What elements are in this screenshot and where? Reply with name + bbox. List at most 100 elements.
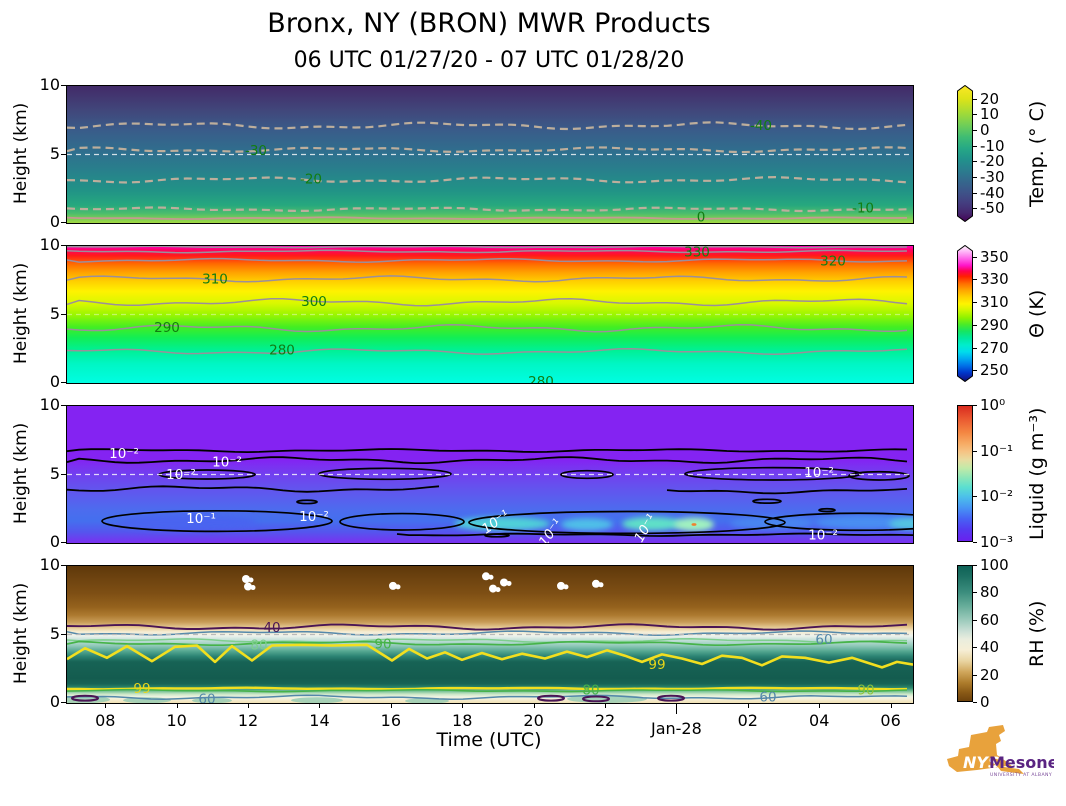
x-tick-label: 10 — [166, 711, 187, 730]
colorbar-tick-label: 250 — [980, 361, 1009, 380]
colorbar-tick-mark — [973, 674, 977, 676]
x-tick-mark — [890, 703, 892, 708]
x-tick-label: Jan-28 — [650, 719, 702, 738]
x-tick-mark — [248, 703, 250, 708]
contour-label: 290 — [154, 320, 180, 336]
colorbar-tick-label: 100 — [980, 556, 1009, 574]
contour-label: 330 — [684, 246, 710, 261]
colorbar-axis-label: Temp. (° C) — [1026, 100, 1048, 208]
y-tick-mark — [61, 405, 66, 406]
y-tick-label: 10 — [39, 395, 60, 414]
colorbar-tick-label: 20 — [980, 665, 1000, 684]
colorbar-tick-label: 10 — [980, 105, 1000, 124]
x-tick-mark — [533, 703, 535, 708]
colorbar-tick-label: -40 — [980, 183, 1005, 202]
x-tick-mark — [747, 703, 749, 708]
x-tick-mark — [390, 703, 392, 708]
colorbar-tick-mark — [973, 302, 977, 304]
y-tick-mark — [61, 153, 66, 155]
logo-mesonet-text: Mesonet — [989, 753, 1054, 772]
x-tick-mark — [605, 703, 606, 708]
x-tick-mark — [176, 703, 178, 708]
x-tick-label: 14 — [309, 711, 330, 730]
x-tick-label: 18 — [452, 711, 473, 730]
x-tick-mark — [819, 703, 821, 708]
colorbar-tick-label: -50 — [980, 199, 1005, 218]
colorbar-tick-label: 40 — [980, 638, 1000, 657]
contour-label: 90 — [374, 637, 391, 653]
y-tick-label: 0 — [49, 212, 60, 231]
theta-contours: 310 300 290 280 330 320 280 — [67, 246, 913, 383]
colorbar-tick-mark — [973, 542, 977, 543]
y-tick-label: 5 — [49, 623, 60, 643]
y-tick-mark — [61, 382, 66, 383]
contour-label: 280 — [528, 374, 554, 383]
colorbar-tick-mark — [973, 405, 977, 406]
colorbar-axis-label: RH (%) — [1026, 600, 1048, 668]
contour-label: 320 — [820, 254, 846, 270]
x-tick-label: 12 — [237, 711, 259, 730]
contour-label: 10⁻² — [804, 465, 834, 481]
x-tick-mark — [105, 703, 107, 708]
contour-label: 280 — [269, 343, 295, 359]
x-tick-label: 02 — [737, 711, 758, 730]
colorbar-tick-mark — [973, 347, 977, 349]
colorbar-tick-mark — [973, 619, 977, 621]
y-tick-mark — [61, 565, 66, 566]
contour-label: -20 — [300, 172, 322, 188]
theta-heatmap — [67, 246, 913, 383]
contour-label: 10⁻² — [299, 509, 329, 525]
colorbar-tick-label: 10⁰ — [980, 396, 1006, 414]
colorbar-tick-label: -20 — [980, 152, 1005, 171]
liquid-contours: 10⁻²10⁻²10⁻²10⁻¹ 10⁻² 10⁻¹ 10⁻¹ 10⁻¹10⁻²10⁻² — [67, 446, 913, 543]
colorbar-temperature — [957, 85, 973, 222]
contour-label: -10 — [852, 200, 874, 216]
panel-temperature: -40 -30 -20 -10 0 — [66, 85, 914, 224]
colorbar-tick-mark — [973, 702, 977, 703]
figure-subtitle: 06 UTC 01/27/20 - 07 UTC 01/28/20 — [293, 48, 685, 73]
y-tick-mark — [61, 313, 66, 315]
colorbar-tick-label: 310 — [980, 293, 1009, 312]
y-tick-mark — [61, 702, 66, 703]
contour-label: 10⁻¹ — [186, 511, 216, 527]
contour-label: 10⁻² — [109, 446, 139, 462]
temperature-contours: -40 -30 -20 -10 0 — [67, 118, 913, 223]
x-axis-label: Time (UTC) — [436, 729, 542, 751]
y-tick-label: 10 — [39, 555, 60, 574]
colorbar-tick-label: -10 — [980, 136, 1005, 155]
long-island-shape — [997, 766, 1024, 774]
colorbar-axis-label: Liquid (g m⁻³) — [1026, 407, 1048, 541]
colorbar-tick-mark — [973, 370, 977, 372]
contour-label: 40 — [263, 620, 280, 636]
colorbar-tick-label: 20 — [980, 89, 1000, 108]
x-tick-label: 20 — [523, 711, 544, 730]
colorbar-tick-mark — [973, 256, 977, 258]
colorbar-tick-mark — [973, 208, 977, 210]
logo-nys-text: NYS — [963, 753, 1000, 772]
colorbar-tick-mark — [973, 450, 977, 452]
panel-liquid: 10⁻² 10⁻² 10⁻² 10⁻¹ 10⁻² 10⁻¹ 10⁻¹ 10⁻¹ 10⁻² 10⁻² — [66, 405, 914, 544]
colorbar-tick-mark — [973, 324, 977, 326]
ny-state-shape — [947, 725, 1013, 772]
colorbar-tick-mark — [973, 279, 977, 281]
x-tick-label: 04 — [809, 711, 830, 730]
y-tick-mark — [61, 222, 66, 223]
colorbar-tick-label: 10⁻³ — [980, 533, 1014, 551]
y-tick-label: 10 — [39, 235, 60, 254]
y-tick-mark — [61, 633, 66, 635]
panel-rh: 40 60 80 90 99 99 80 90 60 60 — [66, 565, 914, 704]
colorbar-liquid — [957, 405, 973, 542]
nys-mesonet-logo: NYS Mesonet UNIVERSITY AT ALBANY — [947, 725, 1054, 778]
panel-potential-temperature: 310 300 290 280 330 320 280 — [66, 245, 914, 384]
contour-label: 310 — [202, 271, 228, 287]
colorbar-tick-mark — [973, 496, 977, 498]
x-tick-label: 06 — [880, 711, 901, 730]
y-tick-mark — [61, 542, 66, 543]
x-tick-label: 16 — [380, 711, 402, 730]
colorbar-tick-label: 10⁻¹ — [980, 441, 1014, 460]
contour-label: -40 — [750, 118, 772, 134]
contour-label: 99 — [648, 657, 665, 673]
rh-contours: 40 60 80 90 99 99 80 90 60 60 — [67, 572, 913, 703]
y-tick-label: 5 — [49, 463, 60, 483]
